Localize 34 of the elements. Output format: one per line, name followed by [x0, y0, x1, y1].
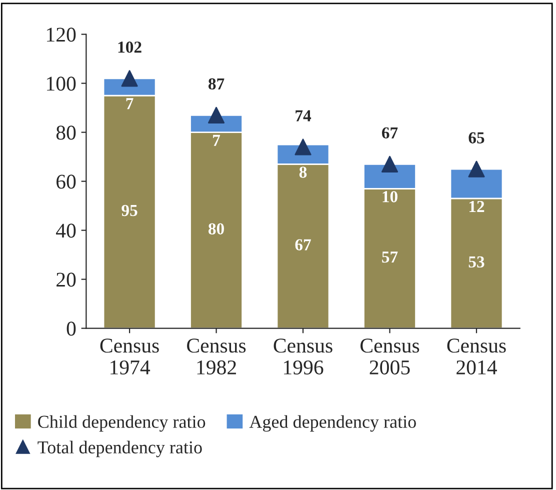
y-tick-label: 120	[47, 28, 76, 42]
data-label: 87	[208, 78, 224, 90]
data-label: 102	[118, 42, 142, 53]
x-tick-label: Census 1982	[187, 338, 246, 374]
point	[208, 106, 225, 124]
data-label: 95	[122, 204, 138, 216]
data-label: 67	[295, 239, 311, 250]
x-tick-label: Census 1996	[274, 338, 332, 374]
point	[381, 156, 398, 172]
x-tick-label: Census 1974	[100, 338, 159, 374]
data-label: 80	[208, 223, 224, 234]
data-label: 65	[468, 132, 484, 144]
data-label: 74	[296, 110, 312, 122]
data-label: 7	[126, 98, 134, 110]
y-tick-label: 80	[56, 126, 76, 140]
data-label: 53	[468, 256, 484, 268]
data-label: 57	[382, 252, 398, 263]
data-label: 7	[213, 134, 220, 146]
data-label: 8	[299, 166, 307, 178]
x-tick-label: Census 2005	[360, 338, 420, 374]
point	[468, 160, 485, 178]
y-tick-label: 0	[66, 322, 76, 336]
legend-label: Child dependency ratio	[38, 415, 206, 432]
legend-label: Aged dependency ratio	[249, 415, 416, 432]
y-tick-label: 100	[47, 76, 76, 91]
x-tick-label: Census 2014	[447, 338, 506, 374]
y-tick-label: 60	[56, 174, 76, 189]
data-label: 10	[382, 191, 398, 202]
y-tick-label: 20	[56, 272, 76, 287]
data-label: 67	[382, 127, 398, 139]
point	[121, 70, 138, 87]
legend-label: Total dependency ratio	[38, 440, 202, 458]
data-label: 12	[469, 200, 484, 212]
y-tick-label: 40	[56, 224, 76, 238]
